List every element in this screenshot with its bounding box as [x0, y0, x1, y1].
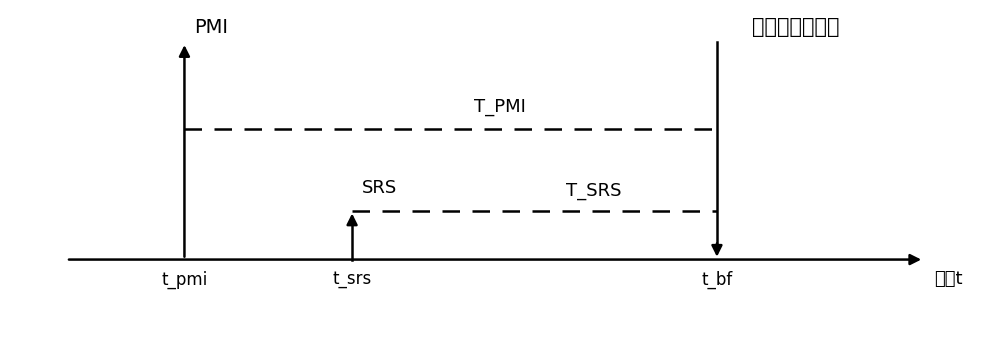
Text: t_bf: t_bf	[701, 270, 733, 289]
Text: T_SRS: T_SRS	[566, 182, 621, 200]
Text: t_pmi: t_pmi	[161, 270, 208, 289]
Text: 时间t: 时间t	[934, 270, 962, 288]
Text: T_PMI: T_PMI	[474, 97, 526, 116]
Text: PMI: PMI	[194, 18, 228, 37]
Text: t_srs: t_srs	[332, 270, 372, 288]
Text: 波束赋形权向量: 波束赋形权向量	[752, 17, 840, 37]
Text: SRS: SRS	[362, 179, 397, 197]
